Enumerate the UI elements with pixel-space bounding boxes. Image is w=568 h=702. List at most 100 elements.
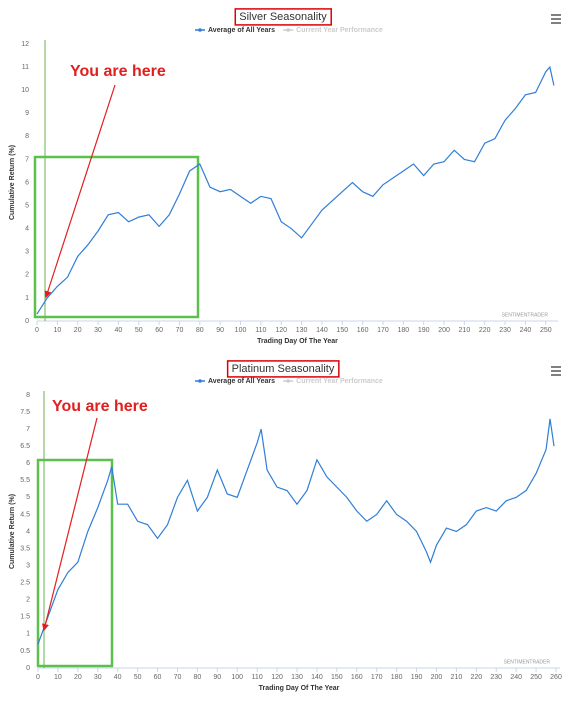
y-tick-label: 6 (25, 179, 29, 186)
x-tick-label: 220 (479, 327, 491, 334)
x-tick-label: 180 (397, 327, 409, 334)
x-tick-label: 60 (155, 327, 163, 334)
legend-dot (198, 379, 202, 383)
x-tick-label: 230 (490, 674, 502, 681)
x-axis-title: Trading Day Of The Year (259, 685, 340, 692)
x-tick-label: 10 (54, 674, 62, 681)
y-tick-label: 0 (25, 318, 29, 325)
x-tick-label: 50 (134, 674, 142, 681)
y-tick-label: 7 (25, 156, 29, 163)
x-tick-label: 160 (357, 327, 369, 334)
y-tick-label: 6 (26, 460, 30, 467)
x-tick-label: 240 (520, 327, 532, 334)
annotation-arrow (44, 84, 116, 299)
legend-label: Current Year Performance (296, 27, 383, 34)
x-tick-label: 90 (213, 674, 221, 681)
x-tick-label: 240 (510, 674, 522, 681)
annotation: You are here (52, 398, 148, 415)
y-tick-label: 6.5 (20, 443, 30, 450)
y-tick-label: 1 (25, 295, 29, 302)
legend-dot (198, 28, 202, 32)
x-tick-label: 170 (371, 674, 383, 681)
x-tick-label: 70 (174, 674, 182, 681)
x-tick-label: 140 (311, 674, 323, 681)
x-tick-label: 150 (336, 327, 348, 334)
x-tick-label: 20 (74, 674, 82, 681)
x-tick-label: 80 (196, 327, 204, 334)
y-tick-label: 8 (26, 392, 30, 399)
annotation: You are here (70, 63, 166, 80)
x-axis-title: Trading Day Of The Year (257, 338, 338, 345)
x-tick-label: 190 (411, 674, 423, 681)
x-tick-label: 130 (296, 327, 308, 334)
x-tick-label: 30 (94, 327, 102, 334)
annotation-arrow (41, 417, 98, 632)
x-tick-label: 60 (154, 674, 162, 681)
y-tick-label: 2 (26, 597, 30, 604)
y-tick-label: 10 (21, 87, 29, 94)
y-axis-title: Cumulative Return (%) (9, 145, 16, 220)
x-tick-label: 260 (550, 674, 562, 681)
menu-icon[interactable] (551, 14, 561, 24)
y-tick-label: 1.5 (20, 614, 30, 621)
x-tick-label: 40 (115, 327, 123, 334)
menu-icon[interactable] (551, 366, 561, 376)
x-tick-label: 120 (271, 674, 283, 681)
title-box (226, 360, 340, 378)
x-tick-label: 90 (216, 327, 224, 334)
x-tick-label: 250 (530, 674, 542, 681)
y-tick-label: 7 (26, 426, 30, 433)
y-tick-label: 5.5 (20, 477, 30, 484)
x-tick-label: 170 (377, 327, 389, 334)
x-tick-label: 30 (94, 674, 102, 681)
x-tick-label: 250 (540, 327, 552, 334)
y-tick-label: 3 (25, 249, 29, 256)
x-tick-label: 0 (36, 674, 40, 681)
x-tick-label: 70 (176, 327, 184, 334)
highlight-box (33, 155, 200, 319)
y-tick-label: 4 (25, 226, 29, 233)
y-tick-label: 4.5 (20, 511, 30, 518)
y-tick-label: 5 (26, 494, 30, 501)
watermark: SENTIMENTRADER (504, 659, 551, 665)
x-tick-label: 100 (231, 674, 243, 681)
x-tick-label: 130 (291, 674, 303, 681)
y-tick-label: 11 (22, 64, 29, 71)
x-tick-label: 10 (53, 327, 61, 334)
y-tick-label: 9 (25, 110, 29, 117)
x-tick-label: 20 (74, 327, 82, 334)
y-tick-label: 2.5 (20, 580, 30, 587)
y-tick-label: 0.5 (20, 648, 30, 655)
x-tick-label: 140 (316, 327, 328, 334)
x-tick-label: 180 (391, 674, 403, 681)
x-tick-label: 0 (35, 327, 39, 334)
y-tick-label: 3 (26, 562, 30, 569)
x-tick-label: 40 (114, 674, 122, 681)
x-tick-label: 110 (252, 674, 263, 681)
legend-label: Current Year Performance (296, 378, 383, 385)
x-tick-label: 190 (418, 327, 430, 334)
x-tick-label: 200 (431, 674, 443, 681)
x-tick-label: 50 (135, 327, 143, 334)
x-tick-label: 210 (459, 327, 471, 334)
y-tick-label: 0 (26, 665, 30, 672)
chart-title: Platinum Seasonality (232, 363, 335, 375)
watermark: SENTIMENTRADER (502, 312, 549, 318)
x-tick-label: 160 (351, 674, 363, 681)
legend-label: Average of All Years (208, 378, 275, 385)
y-tick-label: 4 (26, 528, 30, 535)
y-axis-title: Cumulative Return (%) (9, 494, 16, 569)
x-tick-label: 200 (438, 327, 450, 334)
x-tick-label: 150 (331, 674, 343, 681)
legend-dot (286, 28, 290, 32)
x-tick-label: 80 (193, 674, 201, 681)
legend-dot (286, 379, 290, 383)
y-tick-label: 5 (25, 202, 29, 209)
x-tick-label: 230 (499, 327, 511, 334)
data-line (37, 418, 555, 645)
x-tick-label: 220 (470, 674, 482, 681)
y-tick-label: 3.5 (20, 545, 30, 552)
y-tick-label: 7.5 (20, 409, 30, 416)
x-tick-label: 210 (451, 674, 463, 681)
